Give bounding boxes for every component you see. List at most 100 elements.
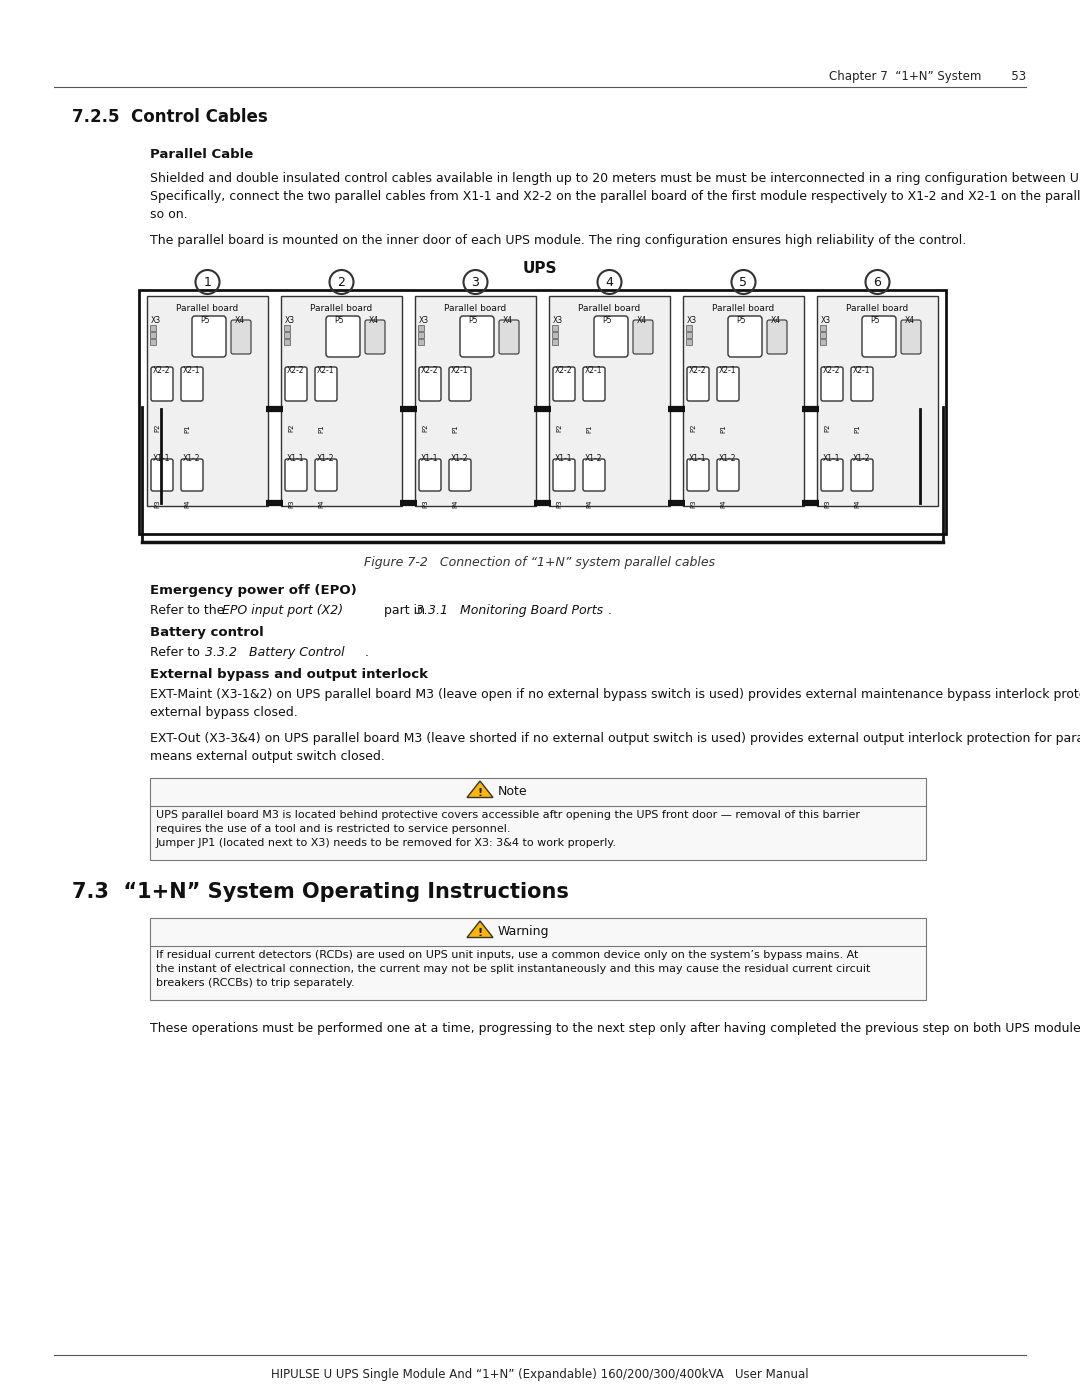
Text: 5: 5 (740, 275, 747, 289)
Bar (816, 296, 939, 506)
Polygon shape (467, 921, 492, 937)
FancyBboxPatch shape (687, 460, 708, 490)
FancyBboxPatch shape (821, 367, 843, 401)
Bar (820, 339, 826, 345)
Text: X1-1: X1-1 (287, 454, 305, 462)
Bar (150, 326, 156, 331)
Text: X1-1: X1-1 (555, 454, 572, 462)
Text: X1-2: X1-2 (183, 454, 201, 462)
Bar (418, 339, 424, 345)
Bar (686, 326, 692, 331)
Bar (683, 296, 804, 506)
FancyBboxPatch shape (315, 367, 337, 401)
Text: Battery control: Battery control (150, 626, 264, 638)
Text: P5: P5 (200, 316, 210, 326)
Text: X1-1: X1-1 (153, 454, 171, 462)
Bar (418, 332, 424, 338)
FancyBboxPatch shape (326, 316, 360, 358)
Text: P3: P3 (690, 499, 696, 507)
Text: X3: X3 (553, 316, 563, 326)
Text: P4: P4 (318, 499, 324, 507)
Text: X4: X4 (637, 316, 647, 326)
Text: X1-1: X1-1 (689, 454, 706, 462)
FancyBboxPatch shape (851, 367, 873, 401)
Text: P4: P4 (453, 499, 458, 507)
Text: P4: P4 (854, 499, 860, 507)
Bar (150, 332, 156, 338)
Bar (820, 326, 826, 331)
Text: X1-1: X1-1 (823, 454, 840, 462)
Text: Refer to: Refer to (150, 645, 204, 659)
Text: X2-2: X2-2 (421, 366, 438, 374)
FancyBboxPatch shape (151, 367, 173, 401)
Bar (284, 339, 291, 345)
Text: HIPULSE U UPS Single Module And “1+N” (Expandable) 160/200/300/400kVA   User Man: HIPULSE U UPS Single Module And “1+N” (E… (271, 1368, 809, 1382)
FancyBboxPatch shape (862, 316, 896, 358)
FancyBboxPatch shape (181, 367, 203, 401)
Text: breakers (RCCBs) to trip separately.: breakers (RCCBs) to trip separately. (156, 978, 354, 988)
Text: P1: P1 (720, 425, 726, 433)
Text: X4: X4 (771, 316, 781, 326)
Bar (552, 326, 558, 331)
Text: X4: X4 (905, 316, 915, 326)
Text: P2: P2 (154, 425, 160, 433)
Text: X2-2: X2-2 (287, 366, 305, 374)
Text: If residual current detectors (RCDs) are used on UPS unit inputs, use a common d: If residual current detectors (RCDs) are… (156, 950, 859, 960)
Text: EXT-Out (X3-3&4) on UPS parallel board M3 (leave shorted if no external output s: EXT-Out (X3-3&4) on UPS parallel board M… (150, 732, 1080, 745)
Text: P2: P2 (422, 425, 428, 433)
Text: 6: 6 (874, 275, 881, 289)
FancyBboxPatch shape (553, 460, 575, 490)
Bar (150, 778, 926, 861)
Text: Parallel board: Parallel board (310, 305, 373, 313)
Text: X3: X3 (687, 316, 697, 326)
Text: X1-2: X1-2 (451, 454, 469, 462)
Text: The parallel board is mounted on the inner door of each UPS module. The ring con: The parallel board is mounted on the inn… (150, 235, 967, 247)
Bar (150, 918, 926, 1000)
FancyBboxPatch shape (728, 316, 762, 358)
Text: P3: P3 (824, 499, 831, 507)
Polygon shape (467, 781, 492, 798)
Text: P2: P2 (556, 425, 562, 433)
Text: UPS parallel board M3 is located behind protective covers accessible aftr openin: UPS parallel board M3 is located behind … (156, 810, 860, 820)
Text: .: . (608, 604, 612, 617)
Text: Emergency power off (EPO): Emergency power off (EPO) (150, 584, 356, 597)
Text: 7.3  “1+N” System Operating Instructions: 7.3 “1+N” System Operating Instructions (72, 882, 569, 902)
FancyBboxPatch shape (583, 367, 605, 401)
FancyBboxPatch shape (449, 460, 471, 490)
Text: .: . (365, 645, 369, 659)
Text: EXT-Maint (X3-1&2) on UPS parallel board M3 (leave open if no external bypass sw: EXT-Maint (X3-1&2) on UPS parallel board… (150, 687, 1080, 701)
FancyBboxPatch shape (687, 367, 708, 401)
Text: X1-2: X1-2 (719, 454, 737, 462)
Text: requires the use of a tool and is restricted to service personnel.: requires the use of a tool and is restri… (156, 824, 511, 834)
Text: X2-2: X2-2 (153, 366, 171, 374)
Text: P5: P5 (870, 316, 879, 326)
Bar (147, 296, 268, 506)
Text: !: ! (477, 788, 483, 798)
Text: X2-2: X2-2 (555, 366, 572, 374)
Text: 2: 2 (338, 275, 346, 289)
Text: P3: P3 (556, 499, 562, 507)
FancyBboxPatch shape (499, 320, 519, 353)
Text: X2-2: X2-2 (689, 366, 706, 374)
Text: P5: P5 (735, 316, 745, 326)
Text: !: ! (477, 928, 483, 937)
FancyBboxPatch shape (767, 320, 787, 353)
Bar (284, 332, 291, 338)
Text: P4: P4 (720, 499, 726, 507)
Text: Parallel board: Parallel board (847, 305, 908, 313)
Text: X1-2: X1-2 (318, 454, 335, 462)
Text: Specifically, connect the two parallel cables from X1-1 and X2-2 on the parallel: Specifically, connect the two parallel c… (150, 190, 1080, 203)
Text: Shielded and double insulated control cables available in length up to 20 meters: Shielded and double insulated control ca… (150, 172, 1080, 184)
Text: P4: P4 (184, 499, 190, 507)
Text: Parallel board: Parallel board (444, 305, 507, 313)
FancyBboxPatch shape (594, 316, 627, 358)
FancyBboxPatch shape (633, 320, 653, 353)
Text: X3: X3 (419, 316, 429, 326)
Text: X1-2: X1-2 (853, 454, 870, 462)
FancyBboxPatch shape (315, 460, 337, 490)
FancyBboxPatch shape (192, 316, 226, 358)
Bar (150, 339, 156, 345)
Bar (820, 332, 826, 338)
Text: Parallel Cable: Parallel Cable (150, 148, 253, 161)
Text: X2-1: X2-1 (318, 366, 335, 374)
